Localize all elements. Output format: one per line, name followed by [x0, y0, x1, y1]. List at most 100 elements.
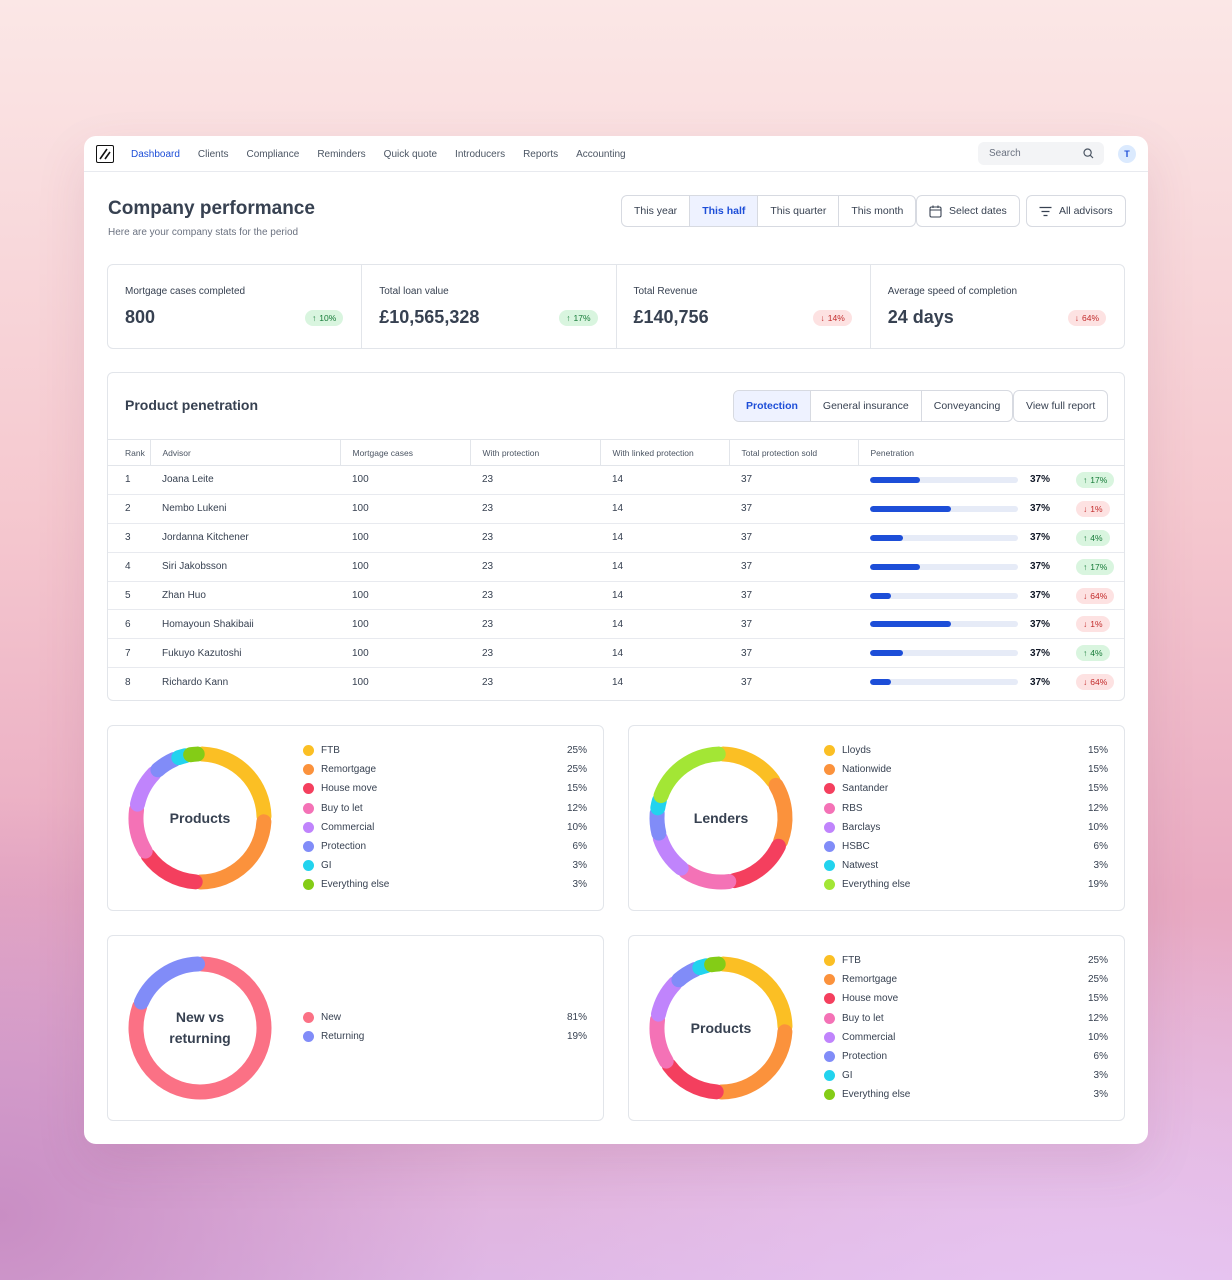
donut-slice-everything-else[interactable] [704, 956, 726, 973]
nav-link-compliance[interactable]: Compliance [246, 148, 300, 160]
legend-item-house-move: House move 15% [303, 779, 587, 798]
rank-cell: 2 [108, 494, 150, 524]
nav-link-quick-quote[interactable]: Quick quote [383, 148, 438, 160]
avatar[interactable]: T [1118, 145, 1136, 163]
donut-slice-buy-to-let[interactable] [649, 1012, 674, 1069]
period-this-half[interactable]: This half [690, 196, 759, 226]
donut-slice-commercial[interactable] [651, 976, 683, 1022]
new-vs-returning-legend: New 81% Returning 19% [303, 1008, 587, 1046]
period-selector: This year This half This quarter This month [621, 195, 917, 227]
products-chart-card: Products FTB 25% Remortgage 25% House move 15… [107, 725, 604, 911]
penetration-bar-fill [870, 650, 903, 657]
donut-slice-rbs[interactable] [678, 863, 737, 890]
nav-link-reports[interactable]: Reports [523, 148, 559, 160]
penetration-cell: 37% ↓ 1% [858, 494, 1124, 524]
tab-general-insurance[interactable]: General insurance [811, 391, 922, 421]
rank-cell: 8 [125, 676, 131, 688]
legend-item-rbs: RBS 12% [824, 799, 1108, 818]
with-protection-cell: 23 [470, 494, 600, 524]
change-badge: ↑ 17% [1076, 471, 1115, 488]
mortgage-cases-cell: 100 [340, 638, 470, 669]
donut-slice-everything-else[interactable] [653, 746, 726, 804]
donut-slice-ftb[interactable] [195, 746, 272, 824]
penetration-group: 37% ↓ 64% [870, 587, 1124, 604]
total-protection-cell: 37 [729, 494, 858, 524]
legend-item-commercial: Commercial 10% [303, 818, 587, 837]
donut-slice-house-move[interactable] [140, 848, 203, 890]
linked-protection-cell: 14 [612, 676, 624, 688]
penetration-percent: 37% [1030, 647, 1051, 659]
change-value: 64% [1081, 313, 1099, 323]
legend-item-protection: Protection 6% [303, 837, 587, 856]
select-dates-button[interactable]: Select dates [916, 195, 1020, 227]
penetration-bar [870, 679, 1018, 686]
legend-value: 15% [566, 783, 587, 795]
table-row[interactable]: 1 Joana Leite 100 23 14 37 37% ↑ 17% [108, 465, 1124, 495]
donut-slice-everything-else[interactable] [183, 746, 205, 763]
penetration-cell: 37% ↓ 64% [858, 581, 1124, 611]
legend-dot-icon [824, 955, 835, 967]
tab-conveyancing[interactable]: Conveyancing [933, 400, 1001, 412]
legend-dot-icon [824, 974, 835, 986]
donut-slice-commercial[interactable] [130, 766, 162, 812]
rank-cell: 7 [108, 638, 150, 669]
legend-dot-icon [824, 879, 835, 891]
search-icon [1083, 148, 1094, 159]
all-advisors-button[interactable]: All advisors [1026, 195, 1126, 227]
view-full-report-button[interactable]: View full report [1013, 390, 1109, 422]
with-protection-cell: 23 [482, 676, 494, 688]
donut-slice-lloyds[interactable] [716, 746, 781, 789]
legend-item-gi: GI 3% [824, 1066, 1108, 1085]
legend-value: 6% [1093, 841, 1108, 853]
legend-value: 6% [572, 841, 587, 853]
donut-slice-returning[interactable] [133, 956, 205, 1010]
period-this-month[interactable]: This month [851, 205, 904, 217]
nav-link-introducers[interactable]: Introducers [455, 148, 506, 160]
legend-value: 19% [1087, 879, 1108, 891]
table-row[interactable]: 6 Homayoun Shakibaii 100 23 14 37 37% ↓ 1% [108, 609, 1124, 640]
donut-slice-ftb[interactable] [716, 956, 793, 1034]
donut-slice-santander[interactable] [726, 838, 786, 889]
products-donut-chart [128, 746, 272, 890]
mortgage-cases-cell: 100 [340, 494, 470, 524]
table-row[interactable]: 8 Richardo Kann 100 23 14 37 37% ↓ 64% [108, 668, 1124, 697]
legend-label: Protection [842, 1051, 888, 1063]
nav-link-dashboard[interactable]: Dashboard [131, 148, 180, 160]
penetration-bar-fill [870, 505, 952, 512]
search-input[interactable]: Search [978, 142, 1104, 165]
period-this-quarter[interactable]: This quarter [758, 196, 840, 226]
nav-link-accounting[interactable]: Accounting [576, 148, 626, 160]
donut-slice-new[interactable] [128, 956, 272, 1100]
donut-slice-buy-to-let[interactable] [128, 802, 153, 859]
penetration-percent: 37% [1030, 618, 1051, 630]
donut-slice-remortgage[interactable] [193, 814, 272, 890]
table-row[interactable]: 4 Siri Jakobsson 100 23 14 37 37% ↑ 17% [108, 552, 1124, 582]
donut-slice-barclays[interactable] [652, 830, 689, 876]
donut-slice-house-move[interactable] [661, 1058, 724, 1100]
stat-value: £140,756 [633, 307, 709, 327]
penetration-cell: 37% ↑ 17% [858, 552, 1124, 582]
legend-label: Buy to let [842, 1012, 884, 1024]
nav-link-reminders[interactable]: Reminders [317, 148, 366, 160]
legend-value: 25% [1087, 955, 1108, 967]
donut-slice-remortgage[interactable] [714, 1024, 793, 1100]
total-protection-cell: 37 [741, 676, 753, 688]
lenders-legend: Lloyds 15% Nationwide 15% Santander 15% RBS 12%… [824, 741, 1108, 895]
legend-dot-icon [824, 1031, 835, 1043]
legend-label: Everything else [842, 1089, 911, 1101]
nav-link-clients[interactable]: Clients [197, 148, 229, 160]
table-row[interactable]: 5 Zhan Huo 100 23 14 37 37% ↓ 64% [108, 581, 1124, 611]
legend-value: 3% [572, 860, 587, 872]
logo-icon[interactable] [96, 145, 114, 163]
table-row[interactable]: 3 Jordanna Kitchener 100 23 14 37 37% ↑ 4% [108, 523, 1124, 553]
legend-item-nationwide: Nationwide 15% [824, 760, 1108, 779]
tab-protection[interactable]: Protection [734, 391, 811, 421]
legend-item-new: New 81% [303, 1008, 587, 1027]
legend-dot-icon [824, 745, 835, 757]
table-row[interactable]: 2 Nembo Lukeni 100 23 14 37 37% ↓ 1% [108, 494, 1124, 524]
table-row[interactable]: 7 Fukuyo Kazutoshi 100 23 14 37 37% ↑ 4% [108, 638, 1124, 669]
donut-slice-nationwide[interactable] [768, 777, 793, 849]
penetration-tabs: Protection General insurance Conveyancing [733, 390, 1014, 422]
period-this-year[interactable]: This year [622, 196, 691, 226]
legend-value: 10% [1087, 1031, 1108, 1043]
